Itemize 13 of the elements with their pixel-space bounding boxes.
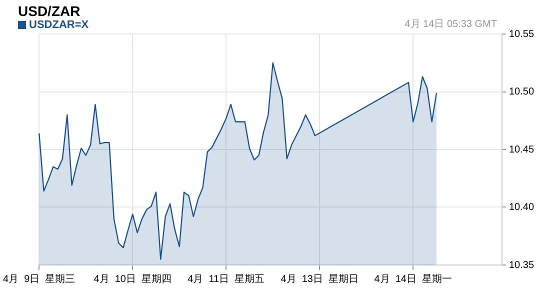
x-tick-label: 4月 9日 星期三 [2,272,76,285]
chart-title: USD/ZAR [18,3,80,19]
y-tick-label: 10.55 [508,28,534,40]
x-tick-label: 4月 11日 星期五 [188,272,265,285]
x-tick-label: 4月 14日 星期一 [374,272,452,285]
x-tick-label: 4月 10日 星期四 [94,272,172,285]
y-tick-label: 10.35 [508,260,534,271]
text: 4月 14日 05:33 GMT [404,18,497,31]
y-tick-label: 10.40 [508,202,534,213]
legend-label: USDZAR=X [29,19,89,31]
y-tick-label: 10.50 [508,86,534,98]
y-tick-label: 10.45 [508,144,534,156]
x-tick-label: 4月 13日 星期日 [280,272,359,285]
